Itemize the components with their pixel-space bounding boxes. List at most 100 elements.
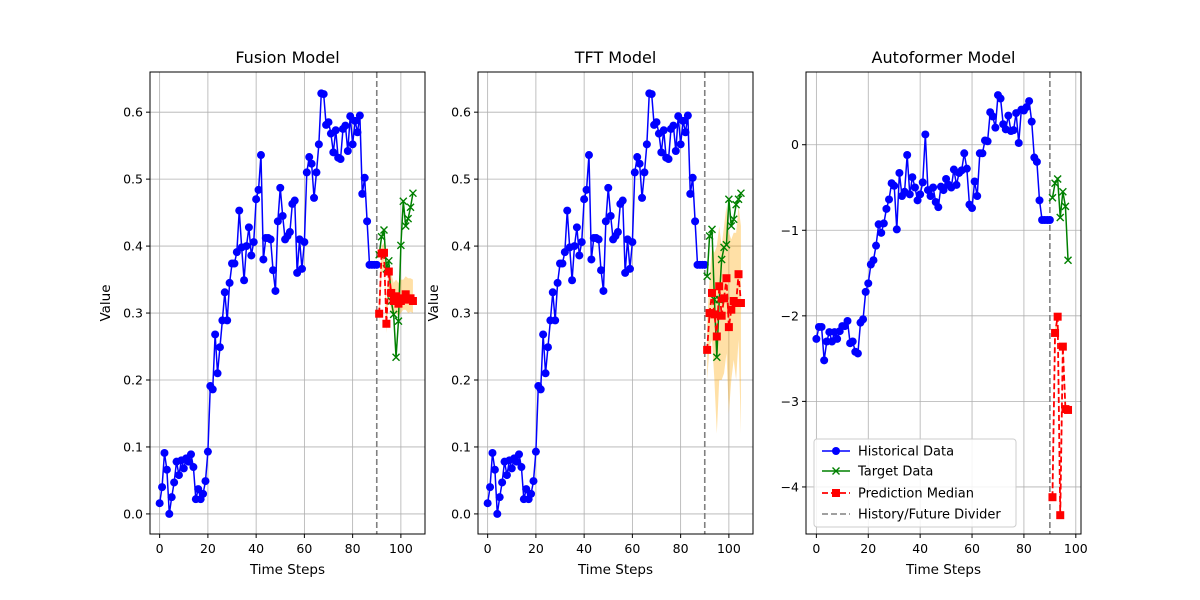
x-tick-label: 60 <box>624 541 640 556</box>
target-point <box>392 353 401 362</box>
x-tick-label: 20 <box>528 541 544 556</box>
historical-point <box>606 211 615 220</box>
historical-point <box>215 343 224 352</box>
x-tick-label: 40 <box>576 541 592 556</box>
y-tick-label: 0.0 <box>123 506 143 521</box>
historical-point <box>541 369 550 378</box>
target-point <box>736 189 745 198</box>
historical-point <box>343 147 352 156</box>
prediction-point <box>736 299 745 307</box>
historical-point <box>553 278 562 287</box>
legend-label-prediction: Prediction Median <box>858 487 974 502</box>
historical-point <box>942 174 951 183</box>
historical-point <box>247 251 256 260</box>
target-point <box>401 222 410 230</box>
historical-point <box>659 126 668 135</box>
historical-point <box>892 225 901 234</box>
historical-point <box>213 369 222 378</box>
historical-point <box>853 349 862 358</box>
x-tick-label: 20 <box>200 541 216 556</box>
target-point <box>712 353 721 362</box>
legend-item-target: Target Data <box>822 465 933 480</box>
historical-point <box>895 168 904 177</box>
x-tick-label: 100 <box>389 541 413 556</box>
historical-point <box>647 90 656 99</box>
prediction-point <box>401 290 410 299</box>
x-axis-label-autoformer: Time Steps <box>905 562 981 578</box>
historical-point <box>184 457 193 466</box>
historical-point <box>495 493 504 502</box>
historical-point <box>167 493 176 502</box>
prediction-point <box>712 332 721 341</box>
x-tick-label: 0 <box>812 541 820 556</box>
historical-point <box>300 238 309 247</box>
x-tick-label: 20 <box>860 541 876 556</box>
historical-point <box>285 228 294 237</box>
target-point <box>406 203 415 212</box>
historical-point <box>355 111 364 120</box>
historical-point <box>329 148 338 157</box>
prediction-point <box>1048 493 1057 502</box>
historical-point <box>683 111 692 120</box>
historical-point <box>353 128 362 137</box>
historical-point <box>483 499 492 508</box>
historical-point <box>988 112 997 121</box>
historical-point <box>230 259 239 268</box>
historical-point <box>312 168 321 177</box>
historical-point <box>358 189 367 198</box>
historical-point <box>1022 103 1031 112</box>
target-point <box>377 232 386 241</box>
target-point <box>408 189 417 198</box>
historical-point <box>879 219 888 228</box>
prediction-interval-band <box>707 205 741 434</box>
historical-point <box>575 251 584 260</box>
historical-point <box>266 235 275 244</box>
historical-point <box>1004 111 1013 120</box>
x-tick-label: 0 <box>156 541 164 556</box>
historical-point <box>652 118 661 127</box>
prediction-point <box>707 288 716 297</box>
historical-point <box>203 447 212 456</box>
target-point <box>722 240 731 249</box>
historical-point <box>1027 117 1036 126</box>
legend-item-historical: Historical Data <box>822 445 954 460</box>
prediction-point <box>720 294 729 303</box>
historical-point <box>960 149 969 158</box>
target-point <box>399 197 408 206</box>
historical-point <box>679 116 688 125</box>
prediction-point <box>1056 511 1065 520</box>
subplot-tft-model: 0 20 40 60 80 100 0.0 0.1 0.2 0.3 0.4 0.5 0.6 TFT M… <box>426 48 754 578</box>
historical-point <box>271 286 280 295</box>
historical-point <box>929 183 938 192</box>
y-tick-label: 0.5 <box>123 172 143 187</box>
historical-point <box>686 189 695 198</box>
historical-point <box>158 483 167 492</box>
historical-point <box>890 181 899 190</box>
historical-point <box>244 223 253 232</box>
historical-point <box>869 256 878 265</box>
historical-point <box>594 235 603 244</box>
historical-point <box>1014 139 1023 148</box>
legend-label-divider: History/Future Divider <box>858 508 1001 523</box>
series-historical-tft <box>483 89 709 518</box>
prediction-band-tft <box>707 205 741 434</box>
x-tick-label: 60 <box>296 541 312 556</box>
legend: Historical Data Target Data Prediction M… <box>813 438 1017 528</box>
historical-point <box>201 477 210 486</box>
historical-point <box>558 259 567 268</box>
historical-point <box>681 128 690 137</box>
historical-point <box>314 140 323 149</box>
historical-point <box>604 183 613 192</box>
prediction-point <box>705 309 714 318</box>
historical-point <box>276 183 285 192</box>
legend-item-prediction: Prediction Median <box>822 487 974 502</box>
prediction-point <box>382 319 391 328</box>
historical-point <box>1035 196 1044 205</box>
historical-point <box>939 186 948 195</box>
y-tick-label: 0 <box>791 137 799 152</box>
historical-point <box>882 204 891 213</box>
historical-point <box>908 173 917 182</box>
x-axis-label-tft: Time Steps <box>577 562 653 578</box>
y-tick-label: 0.3 <box>451 306 471 321</box>
historical-point <box>691 217 700 226</box>
